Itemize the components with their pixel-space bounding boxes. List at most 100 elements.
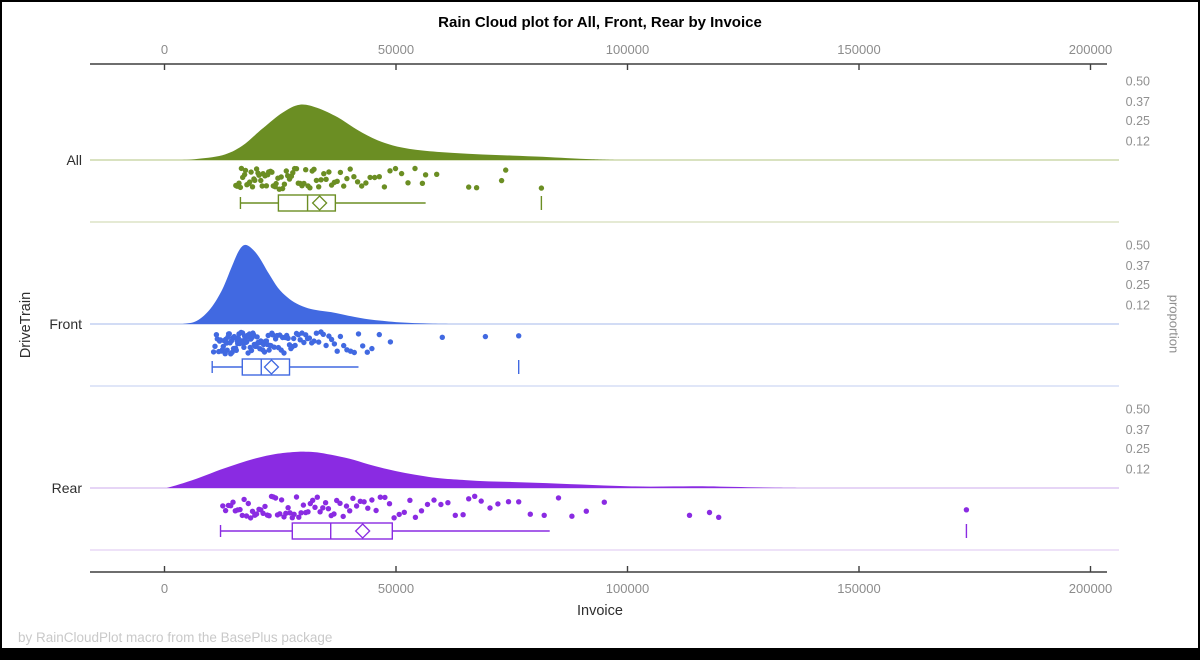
rain-point (341, 342, 347, 349)
rain-point (364, 349, 370, 355)
rain-point (213, 332, 220, 338)
rain-point (541, 512, 547, 518)
rain-point (279, 185, 286, 192)
rain-point (716, 514, 722, 520)
rain-point (273, 180, 279, 187)
rain-point (272, 495, 279, 501)
rain-point (401, 509, 407, 515)
rain-point (271, 344, 277, 350)
rain-point (313, 330, 320, 336)
rain-point (419, 180, 426, 186)
rain-point (473, 185, 480, 191)
rain-point (412, 514, 419, 520)
rain-point (226, 331, 232, 337)
axis-tick-label: 200000 (1069, 581, 1112, 596)
rain-point (253, 166, 260, 172)
rain-point (367, 174, 373, 181)
rain-point (337, 333, 344, 340)
axis-tick-label: 150000 (837, 42, 880, 57)
mean-diamond (354, 523, 371, 539)
rain-point (478, 498, 484, 504)
rain-point (334, 348, 340, 354)
rain-point (231, 333, 237, 340)
rain-point (311, 338, 317, 344)
proportion-tick-label: 0.25 (1126, 114, 1150, 128)
rain-point (516, 499, 522, 505)
rain-point (498, 177, 505, 184)
rain-point (601, 499, 607, 505)
proportion-tick-label: 0.25 (1126, 442, 1150, 456)
bottom-bar (2, 648, 1198, 658)
rain-point (248, 347, 255, 354)
rain-point (321, 171, 327, 177)
rain-point (266, 347, 272, 353)
rain-point (283, 510, 289, 516)
proportion-tick-label: 0.12 (1126, 135, 1150, 149)
proportion-tick-label: 0.50 (1126, 239, 1150, 253)
rain-point (361, 499, 367, 505)
rain-point (293, 494, 300, 500)
rain-point (377, 494, 383, 500)
rain-point (341, 183, 347, 189)
proportion-tick-label: 0.37 (1126, 95, 1150, 109)
rain-point (516, 333, 522, 339)
rain-point (220, 503, 226, 509)
rain-point (376, 174, 382, 180)
rain-point (424, 501, 431, 508)
rain-point (241, 344, 247, 350)
rain-point (320, 505, 326, 511)
rain-point (372, 174, 378, 181)
rain-point (583, 508, 589, 514)
rain-point (256, 172, 262, 178)
rain-point (224, 347, 230, 353)
rain-point (311, 166, 317, 172)
rain-point (303, 167, 309, 173)
rain-point (538, 185, 545, 191)
density-curve (177, 104, 618, 160)
rain-point (495, 501, 501, 507)
category-label-front: Front (49, 316, 82, 332)
rain-point (312, 504, 318, 510)
rain-point (316, 339, 322, 345)
rain-point (269, 169, 275, 175)
rain-point (347, 508, 353, 514)
rain-point (316, 184, 322, 190)
rain-point (337, 500, 343, 506)
rain-point (369, 497, 375, 503)
rain-point (351, 349, 357, 356)
rain-point (407, 497, 413, 503)
rain-point (236, 180, 242, 186)
rain-point (305, 509, 311, 515)
rain-point (439, 334, 445, 340)
rain-point (387, 339, 394, 345)
rain-point (343, 503, 350, 509)
proportion-tick-label: 0.37 (1126, 423, 1150, 437)
rain-point (391, 515, 397, 521)
rain-point (313, 177, 320, 184)
rain-point (360, 343, 366, 349)
rain-point (222, 507, 229, 514)
rain-point (527, 511, 533, 517)
rain-point (331, 341, 338, 347)
rain-point (296, 514, 302, 520)
rain-point (322, 500, 329, 506)
rain-point (686, 512, 693, 518)
rain-point (270, 332, 276, 338)
rain-point (487, 505, 493, 511)
rain-point (326, 169, 332, 175)
rain-point (249, 508, 256, 514)
rain-point (300, 502, 307, 508)
rain-point (555, 495, 562, 501)
rain-point (285, 505, 291, 511)
density-curve (166, 451, 804, 488)
rain-point (334, 178, 340, 184)
rain-point (445, 500, 451, 506)
rain-point (241, 171, 248, 178)
rain-point (281, 181, 288, 187)
rain-point (290, 170, 296, 176)
proportion-tick-label: 0.12 (1126, 299, 1150, 313)
chart-title: Rain Cloud plot for All, Front, Rear by … (438, 14, 762, 31)
axis-tick-label: 50000 (378, 581, 414, 596)
